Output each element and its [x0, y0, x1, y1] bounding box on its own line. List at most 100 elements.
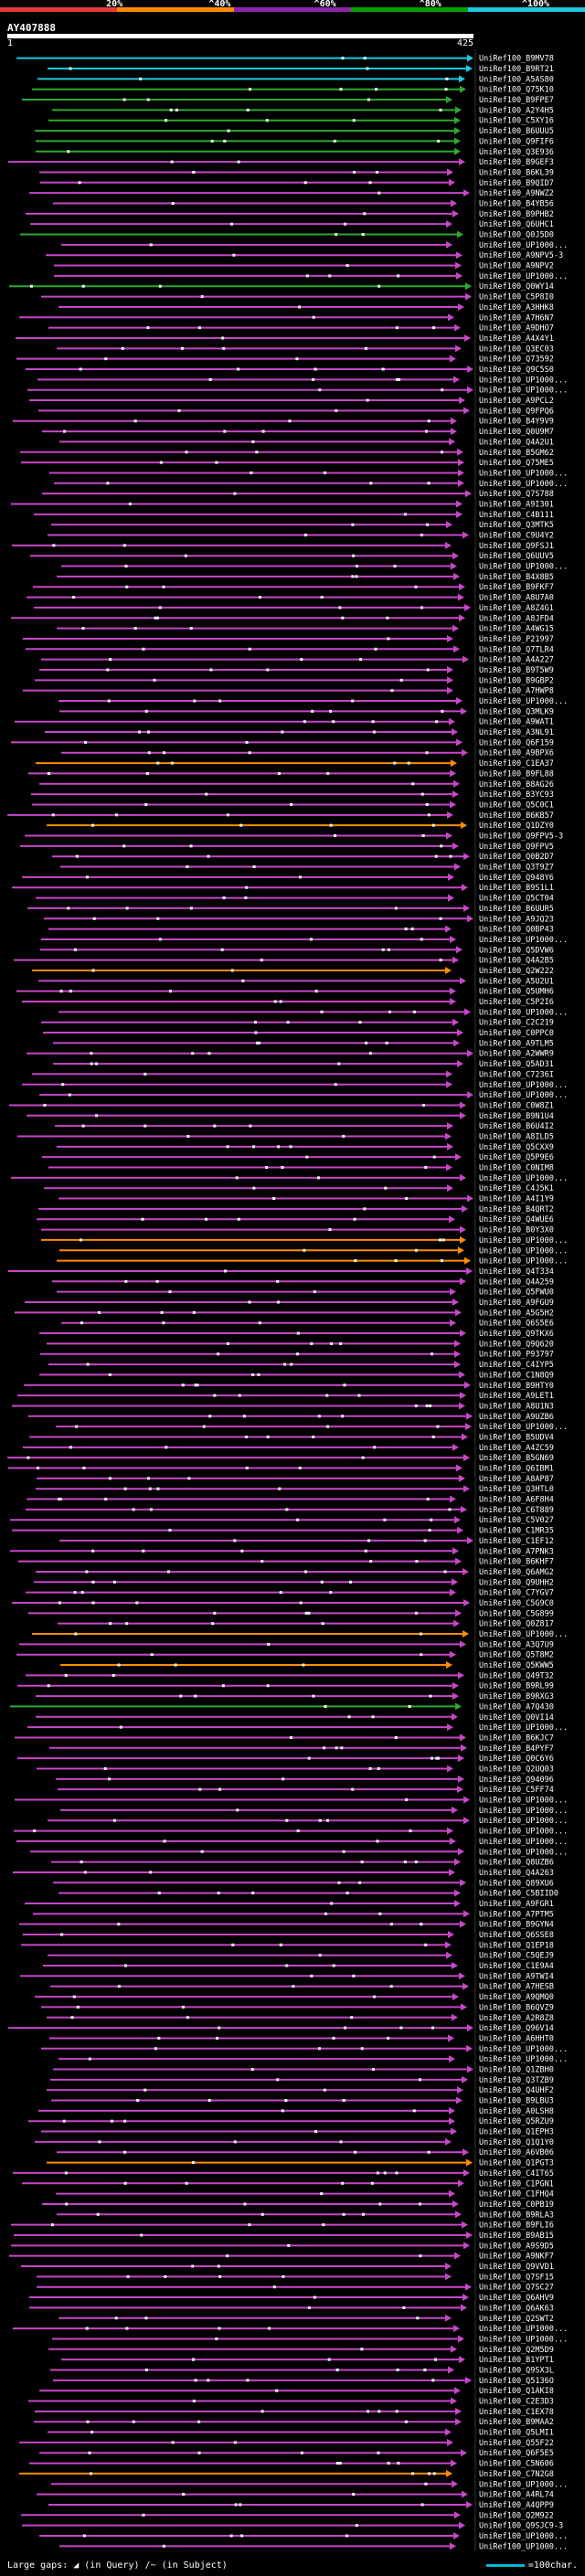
hit-label[interactable]: UniRef100_C0PPC0 — [479, 1029, 554, 1038]
hit-label[interactable]: UniRef100_Q3E936 — [479, 148, 554, 157]
hit-label[interactable]: UniRef100_A8AP87 — [479, 1475, 554, 1484]
hit-row[interactable]: UniRef100_C5FF74 — [58, 1786, 554, 1795]
hit-label[interactable]: UniRef100_C5BIID0 — [479, 1890, 558, 1899]
hit-label[interactable]: UniRef100_UP1000... — [479, 2325, 568, 2334]
hit-row[interactable]: UniRef100_B6UUU5 — [35, 127, 554, 136]
hit-label[interactable]: UniRef100_C0W8Z1 — [479, 1101, 554, 1110]
hit-label[interactable]: UniRef100_C5QEJ9 — [479, 1952, 554, 1961]
hit-label[interactable]: UniRef100_UP1000... — [479, 2532, 568, 2541]
hit-label[interactable]: UniRef100_A5G5H2 — [479, 1309, 554, 1318]
hit-row[interactable]: UniRef100_UP1000... — [54, 271, 568, 281]
hit-label[interactable]: UniRef100_Q9UHH2 — [479, 1578, 554, 1587]
hit-label[interactable]: UniRef100_C4J5K1 — [479, 1184, 554, 1193]
hit-row[interactable]: UniRef100_Q5LMI1 — [48, 2428, 554, 2438]
hit-row[interactable]: UniRef100_C5QEJ9 — [48, 1951, 554, 1961]
hit-row[interactable]: UniRef100_Q4A2B5 — [14, 956, 554, 966]
hit-row[interactable]: UniRef100_A7H6N7 — [19, 313, 554, 323]
hit-row[interactable]: UniRef100_B9RLA3 — [57, 2210, 554, 2220]
hit-row[interactable]: UniRef100_Q1AKI8 — [39, 2387, 554, 2396]
hit-label[interactable]: UniRef100_Q2M922 — [479, 2511, 554, 2520]
hit-row[interactable]: UniRef100_Q2M922 — [21, 2511, 554, 2520]
hit-label[interactable]: UniRef100_Q9Q620 — [479, 1340, 554, 1349]
hit-label[interactable]: UniRef100_Q4T334 — [479, 1267, 554, 1277]
hit-label[interactable]: UniRef100_Q2M5D9 — [479, 2346, 554, 2355]
hit-row[interactable]: UniRef100_Q96V14 — [8, 2024, 554, 2033]
hit-label[interactable]: UniRef100_Q3TZB9 — [479, 2076, 554, 2085]
hit-row[interactable]: UniRef100_C7N2G8 — [19, 2469, 554, 2479]
hit-label[interactable]: UniRef100_Q9FPQ6 — [479, 407, 554, 416]
hit-row[interactable]: UniRef100_UP1000... — [59, 1246, 568, 1256]
hit-row[interactable]: UniRef100_Q0BP43 — [48, 925, 554, 935]
hit-row[interactable]: UniRef100_B9RXG3 — [36, 1692, 554, 1701]
hit-label[interactable]: UniRef100_Q55F22 — [479, 2439, 554, 2448]
hit-row[interactable]: UniRef100_Q3TZB9 — [50, 2075, 554, 2085]
hit-label[interactable]: UniRef100_B9RT21 — [479, 65, 554, 74]
hit-row[interactable]: UniRef100_B9S1L1 — [12, 884, 554, 893]
hit-label[interactable]: UniRef100_Q1PGT3 — [479, 2159, 554, 2168]
hit-label[interactable]: UniRef100_B3YC93 — [479, 790, 554, 800]
hit-row[interactable]: UniRef100_UP1000... — [39, 2531, 568, 2541]
hit-row[interactable]: UniRef100_A3NL91 — [45, 728, 554, 737]
hit-label[interactable]: UniRef100_B6KL39 — [479, 168, 554, 177]
hit-row[interactable]: UniRef100_Q9FSJ1 — [12, 541, 554, 551]
hit-row[interactable]: UniRef100_B9LBU3 — [51, 2096, 554, 2106]
hit-row[interactable]: UniRef100_Q1DZY0 — [47, 822, 554, 831]
hit-row[interactable]: UniRef100_Q3MLK9 — [59, 707, 554, 716]
hit-row[interactable]: UniRef100_C6T889 — [26, 1505, 554, 1515]
hit-row[interactable]: UniRef100_C1E9A4 — [43, 1962, 554, 1971]
hit-row[interactable]: UniRef100_B9HTY0 — [24, 1381, 554, 1391]
hit-row[interactable]: UniRef100_UP1000... — [16, 1837, 568, 1847]
hit-row[interactable]: UniRef100_UP1000... — [41, 1235, 568, 1246]
hit-label[interactable]: UniRef100_UP1000... — [479, 697, 568, 706]
hit-label[interactable]: UniRef100_B4X8B5 — [479, 573, 554, 582]
hit-label[interactable]: UniRef100_Q2W222 — [479, 967, 554, 976]
hit-row[interactable]: UniRef100_A8U7A0 — [27, 593, 554, 603]
hit-label[interactable]: UniRef100_UP1000... — [479, 1807, 568, 1816]
hit-label[interactable]: UniRef100_UP1000... — [479, 2055, 568, 2064]
hit-row[interactable]: UniRef100_A7HESB — [50, 1982, 554, 1992]
hit-label[interactable]: UniRef100_Q0B2D7 — [479, 853, 554, 862]
hit-row[interactable]: UniRef100_UP1000... — [52, 2335, 568, 2344]
hit-label[interactable]: UniRef100_B4QRT2 — [479, 1205, 554, 1214]
hit-label[interactable]: UniRef100_Q5KWW5 — [479, 1661, 554, 1670]
hit-row[interactable]: UniRef100_B8AG26 — [39, 779, 554, 790]
hit-label[interactable]: UniRef100_Q3MLK9 — [479, 707, 554, 716]
hit-row[interactable]: UniRef100_C5XY16 — [48, 116, 554, 126]
hit-label[interactable]: UniRef100_Q8UZB6 — [479, 1859, 554, 1868]
hit-label[interactable]: UniRef100_Q9VVD1 — [479, 2263, 554, 2272]
hit-row[interactable]: UniRef100_Q5CXX9 — [57, 1142, 554, 1152]
hit-label[interactable]: UniRef100_Q9SJC9-3 — [479, 2522, 563, 2531]
hit-label[interactable]: UniRef100_B6KHF7 — [479, 1558, 554, 1567]
hit-row[interactable]: UniRef100_A8JFD4 — [11, 614, 554, 623]
hit-row[interactable]: UniRef100_UP1000... — [37, 376, 568, 385]
hit-row[interactable]: UniRef100_UP1000... — [48, 1817, 568, 1826]
hit-row[interactable]: UniRef100_A6F8H4 — [27, 1495, 554, 1505]
hit-label[interactable]: UniRef100_A2R8Z8 — [479, 2014, 554, 2023]
hit-row[interactable]: UniRef100_A9I301 — [11, 500, 554, 509]
hit-label[interactable]: UniRef100_Q1Q1Y0 — [479, 2138, 554, 2147]
hit-label[interactable]: UniRef100_Q3MTK5 — [479, 521, 554, 530]
hit-row[interactable]: UniRef100_Q3E936 — [36, 147, 554, 157]
hit-label[interactable]: UniRef100_C7236I — [479, 1070, 554, 1079]
hit-label[interactable]: UniRef100_UP1000... — [479, 1797, 568, 1806]
hit-label[interactable]: UniRef100_Q4WUE6 — [479, 1215, 554, 1224]
hit-label[interactable]: UniRef100_A5AS80 — [479, 75, 554, 84]
hit-row[interactable]: UniRef100_C4IT65 — [13, 2168, 554, 2178]
hit-row[interactable]: UniRef100_A4A227 — [41, 655, 554, 665]
hit-label[interactable]: UniRef100_B9RXG3 — [479, 1692, 554, 1701]
hit-row[interactable]: UniRef100_Q9SJC9-3 — [22, 2521, 563, 2531]
hit-row[interactable]: UniRef100_Q4A259 — [52, 1277, 554, 1287]
hit-label[interactable]: UniRef100_B9GYN4 — [479, 1921, 554, 1930]
hit-label[interactable]: UniRef100_Q6F159 — [479, 738, 554, 747]
hit-row[interactable]: UniRef100_A5G5H2 — [15, 1309, 554, 1318]
hit-row[interactable]: UniRef100_UP1000... — [51, 2480, 568, 2489]
hit-label[interactable]: UniRef100_A7PNK3 — [479, 1547, 554, 1556]
hit-label[interactable]: UniRef100_Q6S5E6 — [479, 1320, 554, 1329]
hit-label[interactable]: UniRef100_A9NPV5-3 — [479, 251, 563, 260]
hit-row[interactable]: UniRef100_B9T5W9 — [39, 665, 554, 675]
hit-row[interactable]: UniRef100_Q0WY14 — [9, 282, 554, 292]
hit-row[interactable]: UniRef100_B9MV78 — [16, 55, 554, 64]
hit-row[interactable]: UniRef100_C5G9C0 — [12, 1598, 554, 1608]
hit-row[interactable]: UniRef100_B4YB56 — [53, 199, 554, 208]
hit-label[interactable]: UniRef100_B8AG26 — [479, 780, 554, 790]
